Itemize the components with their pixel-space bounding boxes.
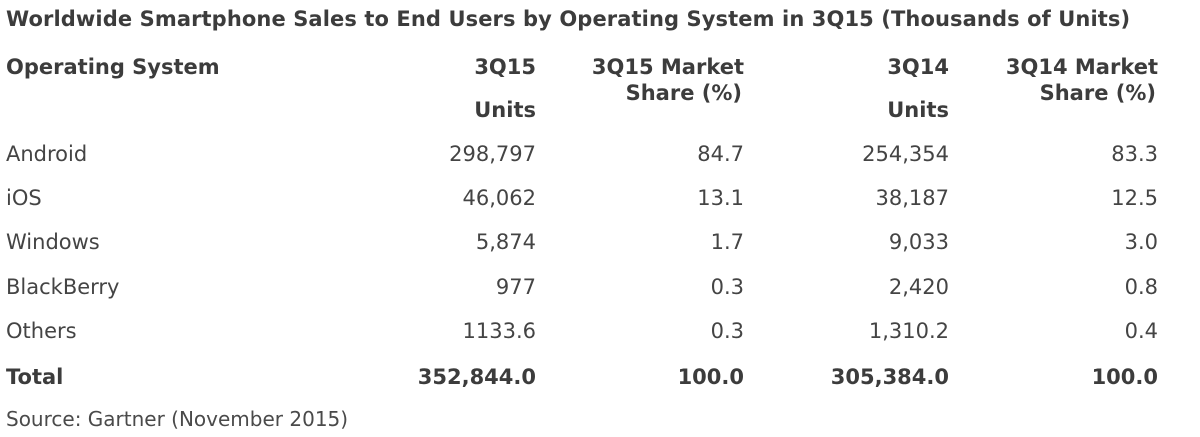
table-row-3q14-share: 0.8 — [1124, 275, 1158, 299]
table-row-3q14-units: 38,187 — [875, 186, 949, 210]
table-row-os: Windows — [6, 230, 100, 254]
table-row-3q15-share: 0.3 — [710, 275, 744, 299]
table-row-3q15-units: 1133.6 — [462, 319, 536, 343]
table-row-3q15-units: 977 — [495, 275, 536, 299]
table-row-3q14-units: 254,354 — [862, 142, 949, 166]
table-row-3q15-share: 84.7 — [697, 142, 744, 166]
table-row-3q14-units: 2,420 — [888, 275, 949, 299]
table-row-3q14-share: 83.3 — [1111, 142, 1158, 166]
table-row-os: BlackBerry — [6, 275, 120, 299]
total-3q15-share: 100.0 — [677, 365, 744, 389]
table-title: Worldwide Smartphone Sales to End Users … — [6, 7, 1131, 31]
header-operating-system: Operating System — [6, 55, 220, 79]
table-row-3q15-share: 13.1 — [697, 186, 744, 210]
table-row-3q15-units: 298,797 — [449, 142, 536, 166]
header-3q15-share-line1: 3Q15 Market — [591, 55, 744, 79]
table-row-os: Android — [6, 142, 88, 166]
header-3q15-units-line1: 3Q15 — [474, 55, 536, 79]
total-row-label: Total — [6, 365, 64, 389]
table-row-os: Others — [6, 319, 77, 343]
total-3q14-units: 305,384.0 — [830, 365, 949, 389]
total-3q15-units: 352,844.0 — [417, 365, 536, 389]
table-row-3q14-units: 1,310.2 — [868, 319, 949, 343]
header-3q15-share-line2: Share (%) — [625, 81, 742, 105]
header-3q14-share-line2: Share (%) — [1039, 81, 1156, 105]
table-row-3q15-units: 46,062 — [462, 186, 536, 210]
header-3q14-units-line2: Units — [887, 98, 949, 122]
table-row-3q15-units: 5,874 — [475, 230, 536, 254]
header-3q15-units-line2: Units — [474, 98, 536, 122]
header-3q14-share-line1: 3Q14 Market — [1005, 55, 1158, 79]
header-3q14-units-line1: 3Q14 — [887, 55, 949, 79]
total-3q14-share: 100.0 — [1091, 365, 1158, 389]
table-row-3q14-units: 9,033 — [888, 230, 949, 254]
table-row-3q15-share: 1.7 — [710, 230, 744, 254]
table-row-3q14-share: 12.5 — [1111, 186, 1158, 210]
source-note: Source: Gartner (November 2015) — [6, 407, 349, 431]
table-row-3q15-share: 0.3 — [710, 319, 744, 343]
table-row-3q14-share: 0.4 — [1124, 319, 1158, 343]
table-row-os: iOS — [6, 186, 42, 210]
table-row-3q14-share: 3.0 — [1124, 230, 1158, 254]
